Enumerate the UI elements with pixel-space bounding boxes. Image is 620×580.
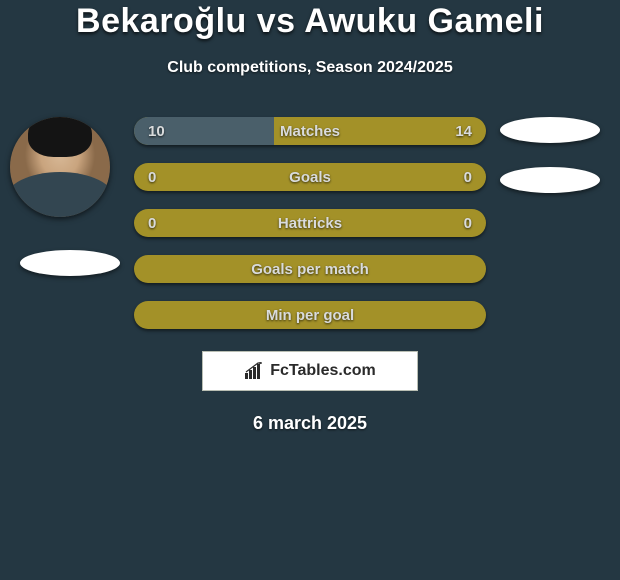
stat-bar: 1014Matches	[134, 117, 486, 145]
player-left-avatar	[10, 117, 110, 217]
stat-bar: Goals per match	[134, 255, 486, 283]
player-right-flag-1	[500, 117, 600, 143]
stat-bar: Min per goal	[134, 301, 486, 329]
bar-label: Hattricks	[134, 209, 486, 237]
bar-label: Goals	[134, 163, 486, 191]
page-title: Bekaroğlu vs Awuku Gameli	[0, 2, 620, 41]
player-right-flag-2	[500, 167, 600, 193]
stat-bars: 1014Matches 00Goals 00Hattricks Goals per m…	[134, 117, 486, 329]
bar-label: Matches	[134, 117, 486, 145]
page-subtitle: Club competitions, Season 2024/2025	[0, 59, 620, 77]
logo-text: FcTables.com	[270, 362, 376, 380]
main-area: 1014Matches 00Goals 00Hattricks Goals per m…	[0, 117, 620, 434]
stat-bar: 00Goals	[134, 163, 486, 191]
stat-bar: 00Hattricks	[134, 209, 486, 237]
player-left-flag	[20, 250, 120, 276]
date-label: 6 march 2025	[0, 413, 620, 434]
logo-box[interactable]: FcTables.com	[202, 351, 418, 391]
bar-label: Goals per match	[134, 255, 486, 283]
bar-label: Min per goal	[134, 301, 486, 329]
bar-chart-icon	[244, 362, 266, 380]
comparison-card: Bekaroğlu vs Awuku Gameli Club competiti…	[0, 0, 620, 434]
